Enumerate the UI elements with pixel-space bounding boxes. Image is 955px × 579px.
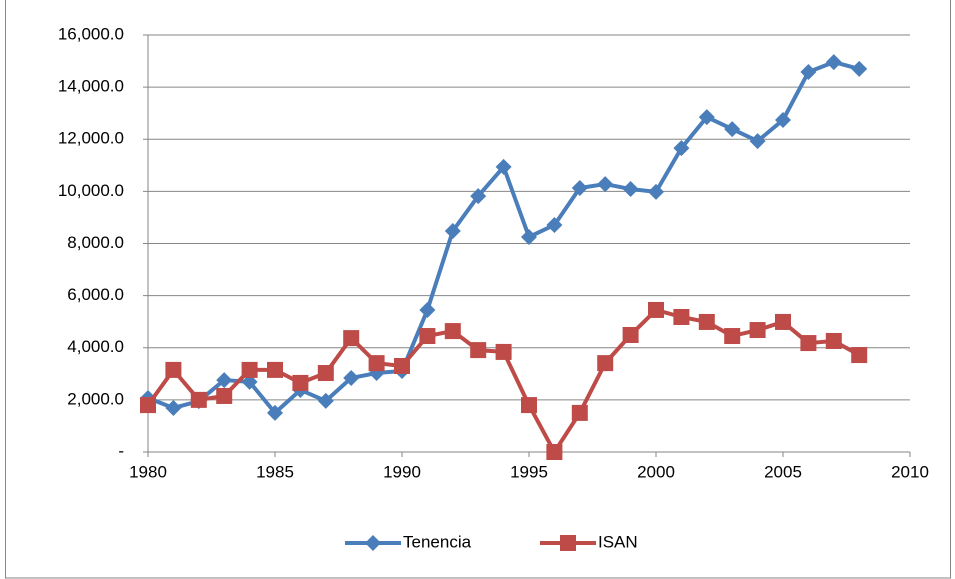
y-tick-label: 14,000.0 — [58, 77, 124, 96]
marker — [419, 328, 436, 345]
marker — [749, 322, 766, 339]
y-tick-label: 12,000.0 — [58, 129, 124, 148]
marker — [267, 404, 283, 421]
marker — [749, 133, 766, 150]
marker — [622, 181, 639, 198]
legend-marker — [560, 535, 576, 551]
marker — [825, 54, 842, 71]
marker — [546, 216, 563, 233]
x-tick-label: 2000 — [637, 462, 675, 481]
marker — [241, 361, 258, 378]
marker — [800, 335, 817, 352]
x-tick-label: 1980 — [129, 462, 167, 481]
marker — [851, 347, 868, 364]
marker — [775, 313, 791, 330]
marker — [343, 330, 360, 347]
marker — [851, 60, 868, 77]
marker — [775, 111, 791, 128]
marker — [673, 140, 690, 157]
marker — [724, 328, 741, 345]
x-tick-label: 1985 — [256, 462, 294, 481]
marker — [317, 392, 334, 409]
marker — [419, 301, 436, 318]
x-tick-label: 2010 — [891, 462, 929, 481]
marker — [495, 343, 512, 360]
marker — [190, 391, 207, 408]
marker — [571, 179, 588, 196]
marker — [521, 228, 537, 245]
marker — [724, 121, 741, 138]
y-tick-label: 10,000.0 — [58, 181, 124, 200]
y-tick-label: - — [118, 441, 124, 460]
marker — [165, 361, 182, 378]
x-tick-label: 1990 — [383, 462, 421, 481]
chart-frame — [5, 0, 951, 579]
y-tick-label: 2,000.0 — [67, 389, 124, 408]
legend-label: ISAN — [598, 532, 638, 551]
marker — [292, 374, 309, 391]
marker — [648, 183, 664, 200]
y-tick-label: 8,000.0 — [67, 233, 124, 252]
legend-label: Tenencia — [403, 532, 472, 551]
marker — [216, 372, 233, 389]
marker — [521, 397, 537, 414]
marker — [444, 323, 461, 340]
marker — [698, 109, 715, 126]
marker — [648, 301, 664, 318]
marker — [140, 397, 156, 414]
marker — [597, 176, 614, 193]
marker — [470, 188, 487, 205]
marker — [165, 399, 182, 416]
marker — [571, 404, 588, 421]
marker — [317, 365, 334, 382]
marker — [673, 308, 690, 325]
marker — [546, 444, 563, 460]
marker — [470, 342, 487, 359]
marker — [597, 355, 614, 372]
y-tick-label: 4,000.0 — [67, 337, 124, 356]
marker — [216, 387, 233, 404]
marker — [343, 369, 360, 386]
marker — [495, 158, 512, 175]
x-tick-label: 1995 — [510, 462, 548, 481]
marker — [368, 355, 385, 372]
marker — [825, 332, 842, 349]
y-tick-label: 16,000.0 — [58, 24, 124, 43]
marker — [267, 361, 283, 378]
legend-marker — [365, 535, 381, 551]
x-tick-label: 2005 — [764, 462, 802, 481]
marker — [394, 357, 410, 374]
marker — [698, 313, 715, 330]
marker — [444, 222, 461, 239]
marker — [800, 64, 817, 81]
marker — [622, 326, 639, 343]
y-tick-label: 6,000.0 — [67, 285, 124, 304]
